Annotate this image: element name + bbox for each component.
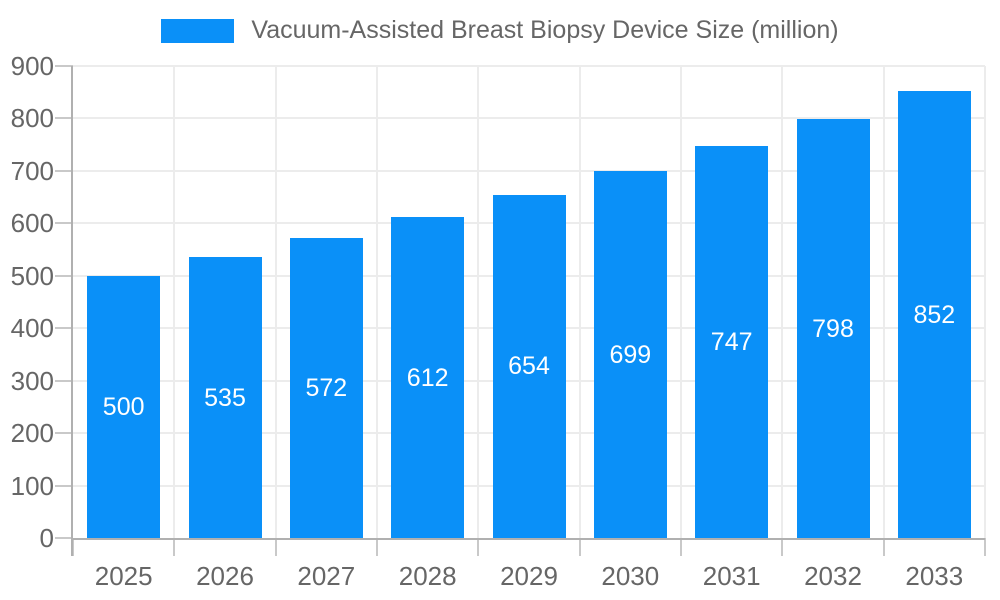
- bar-value-label: 747: [710, 328, 753, 357]
- x-gridline: [173, 66, 176, 538]
- y-axis-line: [71, 66, 73, 556]
- bar-2029[interactable]: 654: [492, 195, 566, 538]
- x-gridline: [477, 66, 480, 538]
- y-axis-tick-label: 100: [10, 470, 54, 501]
- x-axis-tick-label: 2026: [196, 561, 254, 591]
- bar-2031[interactable]: 747: [695, 146, 769, 538]
- x-gridline: [274, 66, 277, 538]
- y-axis-tick-label: 500: [10, 260, 54, 291]
- x-axis-tick: [680, 538, 682, 556]
- y-axis-tick-label: 400: [10, 313, 54, 344]
- x-axis-tick: [477, 538, 480, 556]
- legend-label: Vacuum-Assisted Breast Biopsy Device Siz…: [251, 16, 839, 44]
- x-gridline: [578, 66, 581, 538]
- x-axis-tick: [376, 538, 378, 556]
- y-axis-tick: [55, 222, 73, 225]
- x-axis-tick: [72, 538, 74, 556]
- y-axis-tick: [55, 274, 73, 277]
- x-axis-tick: [274, 538, 277, 556]
- bar-2027[interactable]: 572: [289, 238, 363, 538]
- x-axis-tick-label: 2028: [398, 561, 457, 591]
- x-gridline: [882, 66, 885, 538]
- y-axis-tick: [55, 117, 73, 120]
- x-axis-tick: [578, 538, 581, 556]
- y-axis-tick-label: 600: [10, 208, 54, 239]
- x-axis-tick-label: 2029: [500, 561, 558, 591]
- bar-value-label: 612: [406, 363, 449, 392]
- bar-2025[interactable]: 500: [87, 275, 161, 538]
- y-axis-tick: [55, 327, 73, 330]
- x-axis-tick: [173, 538, 176, 556]
- bar-value-label: 654: [508, 352, 550, 381]
- bar-value-label: 572: [305, 374, 348, 402]
- x-gridline: [781, 66, 784, 538]
- bar-value-label: 852: [913, 300, 956, 329]
- bar-value-label: 699: [609, 340, 652, 369]
- y-axis-tick: [55, 537, 73, 539]
- y-axis-tick-label: 200: [10, 418, 54, 449]
- plot-area: 500 535 572 612 654 699 747 798 852: [55, 65, 986, 556]
- y-axis-tick: [55, 65, 73, 67]
- x-axis-tick-label: 2033: [905, 561, 964, 591]
- bar-2026[interactable]: 535: [188, 257, 262, 538]
- y-axis-tick-label: 900: [10, 51, 54, 81]
- bar-2033[interactable]: 852: [897, 91, 971, 538]
- y-axis-tick-label: 300: [10, 365, 54, 396]
- x-gridline: [376, 66, 378, 538]
- x-axis-tick-label: 2030: [601, 561, 660, 591]
- x-axis-tick: [984, 538, 986, 556]
- y-axis-tick-label: 0: [39, 523, 54, 553]
- legend-swatch: [161, 18, 235, 43]
- x-axis-line: [71, 538, 985, 540]
- x-axis-tick: [882, 538, 885, 556]
- bar-value-label: 535: [204, 383, 246, 412]
- y-axis-tick: [55, 169, 73, 172]
- x-axis-tick: [781, 538, 784, 556]
- x-axis-tick-label: 2031: [702, 561, 761, 591]
- y-axis-tick-label: 700: [10, 155, 54, 186]
- x-gridline: [984, 66, 986, 538]
- bar-2028[interactable]: 612: [391, 217, 465, 538]
- y-gridline: [73, 65, 985, 67]
- y-axis-tick: [55, 484, 73, 487]
- y-axis-tick: [55, 432, 73, 435]
- y-axis-tick-label: 800: [10, 103, 54, 134]
- bar-value-label: 500: [102, 392, 145, 421]
- x-axis-tick-label: 2025: [94, 561, 153, 591]
- bar-2032[interactable]: 798: [796, 119, 870, 538]
- y-axis-tick: [55, 379, 73, 382]
- chart-legend[interactable]: Vacuum-Assisted Breast Biopsy Device Siz…: [0, 16, 1000, 45]
- bar-2030[interactable]: 699: [593, 171, 667, 538]
- x-axis-tick-label: 2027: [297, 561, 356, 591]
- x-gridline: [680, 66, 682, 538]
- x-axis-tick-label: 2032: [804, 561, 862, 591]
- bar-value-label: 798: [812, 314, 854, 343]
